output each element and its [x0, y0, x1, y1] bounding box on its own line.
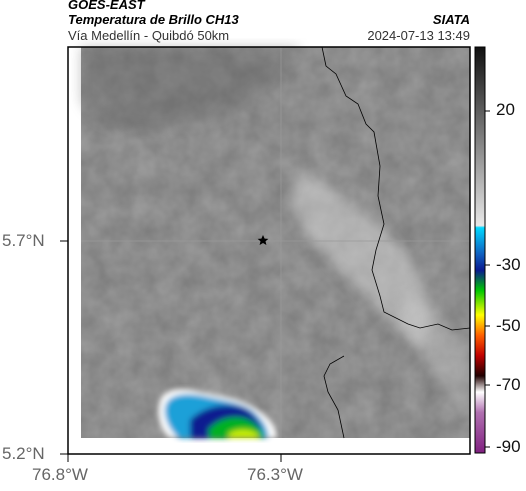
- colorbar-label: 20: [496, 100, 515, 119]
- colorbar: [474, 46, 486, 454]
- lon-tick-label: 76.8°W: [32, 465, 88, 484]
- colorbar-label: -30: [496, 255, 521, 274]
- colorbar-label: -70: [496, 375, 521, 394]
- border-line-south: [323, 355, 345, 439]
- organization-label: SIATA: [432, 12, 470, 27]
- map-frame: [67, 46, 471, 455]
- lat-tick-label: 5.7°N: [2, 231, 45, 250]
- lon-tick-label: 76.3°W: [247, 465, 303, 484]
- colorbar-label: -50: [496, 316, 521, 335]
- product-title: GOES-EAST: [68, 0, 145, 12]
- dark-region: [81, 47, 300, 131]
- timestamp: 2024-07-13 13:49: [367, 28, 470, 43]
- lat-tick-label: 5.2°N: [2, 444, 45, 463]
- bright-cloud-patch: [400, 290, 470, 420]
- border-line-east: [321, 46, 471, 331]
- bright-cloud-band: [291, 170, 431, 350]
- colorbar-label: -90: [496, 437, 521, 456]
- region-subtitle: Vía Medellín - Quibdó 50km: [68, 28, 230, 43]
- variable-title: Temperatura de Brillo CH13: [68, 12, 239, 27]
- convective-cell: [158, 389, 277, 438]
- star-icon: [257, 235, 269, 245]
